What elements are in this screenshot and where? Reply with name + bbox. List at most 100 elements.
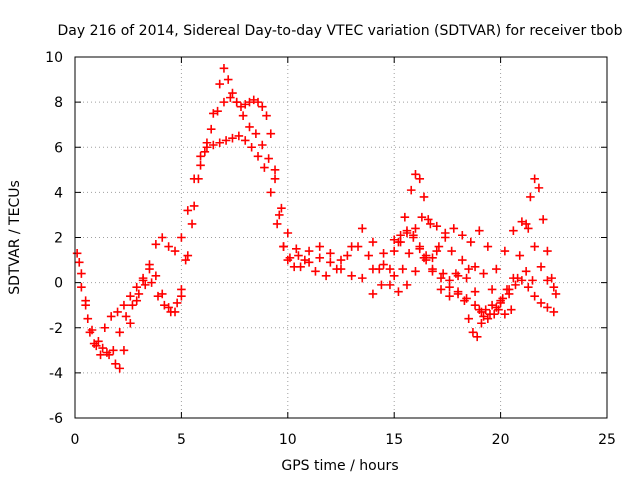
series-track-3 xyxy=(77,93,537,360)
data-point xyxy=(506,305,516,314)
data-point xyxy=(389,246,399,256)
data-point xyxy=(440,233,450,242)
data-point xyxy=(536,262,546,272)
data-point xyxy=(428,267,437,276)
data-point xyxy=(245,122,254,132)
data-point xyxy=(238,111,248,120)
data-point xyxy=(530,291,539,301)
data-point xyxy=(364,251,373,260)
data-point xyxy=(453,271,463,281)
data-point xyxy=(453,287,463,296)
data-point xyxy=(132,296,142,305)
series-track-5 xyxy=(389,228,516,342)
data-point xyxy=(187,219,197,229)
data-point xyxy=(326,248,335,258)
data-point xyxy=(402,228,412,238)
data-point xyxy=(266,129,276,139)
x-tick-label: 20 xyxy=(492,432,510,448)
data-point xyxy=(530,242,539,251)
data-point xyxy=(434,242,444,251)
data-point xyxy=(487,285,497,294)
data-point xyxy=(77,269,86,278)
data-point xyxy=(226,93,235,102)
data-point xyxy=(213,106,222,116)
data-point xyxy=(336,255,346,265)
data-point xyxy=(417,212,427,222)
data-point xyxy=(296,262,305,272)
data-point xyxy=(98,343,107,353)
data-point xyxy=(528,276,537,285)
data-point xyxy=(206,124,216,134)
data-point xyxy=(315,242,325,251)
data-point xyxy=(119,300,129,310)
data-point xyxy=(332,264,342,274)
chart-title: Day 216 of 2014, Sidereal Day-to-day VTE… xyxy=(57,23,622,39)
data-point xyxy=(232,97,242,107)
data-point xyxy=(385,280,395,290)
data-point xyxy=(119,346,129,355)
y-tick-label: 8 xyxy=(54,95,63,111)
data-point xyxy=(496,298,505,308)
y-tick-label: 4 xyxy=(54,185,63,201)
y-tick-label: -6 xyxy=(49,411,63,427)
data-point xyxy=(549,282,559,292)
data-point xyxy=(534,183,544,193)
data-point xyxy=(121,312,131,321)
data-point xyxy=(423,215,433,224)
data-point xyxy=(311,267,320,276)
series-track-1 xyxy=(72,63,559,373)
data-point xyxy=(477,318,486,328)
data-point xyxy=(521,267,531,276)
data-point xyxy=(111,359,120,369)
data-point xyxy=(215,79,225,89)
data-point xyxy=(134,289,144,299)
data-point xyxy=(138,273,148,283)
data-point xyxy=(219,97,229,107)
data-point xyxy=(445,282,454,292)
y-tick-label: 10 xyxy=(45,50,63,66)
data-point xyxy=(530,174,539,184)
data-point xyxy=(151,271,161,281)
data-point xyxy=(294,251,303,260)
x-tick-label: 15 xyxy=(385,432,403,448)
data-point xyxy=(315,253,325,263)
y-axis-label: SDTVAR / TECUs xyxy=(7,180,23,295)
data-point xyxy=(223,75,233,84)
data-point xyxy=(409,230,418,240)
data-point xyxy=(457,255,467,265)
data-point xyxy=(479,269,488,278)
data-point xyxy=(304,246,314,256)
data-point xyxy=(347,271,356,281)
data-point xyxy=(160,300,169,310)
data-point xyxy=(396,230,405,240)
data-point xyxy=(511,280,520,290)
data-point xyxy=(460,296,469,305)
data-point xyxy=(228,133,237,143)
data-point xyxy=(468,327,478,337)
data-point xyxy=(368,289,378,299)
y-tick-label: 6 xyxy=(54,140,63,156)
data-point xyxy=(394,287,403,296)
data-point xyxy=(445,276,454,285)
data-point xyxy=(432,221,442,231)
data-point xyxy=(234,131,244,141)
data-point xyxy=(396,237,405,247)
data-point xyxy=(113,307,122,317)
data-point xyxy=(426,219,435,229)
data-point xyxy=(494,305,503,314)
data-point xyxy=(492,264,501,274)
data-point xyxy=(215,138,225,148)
data-point xyxy=(402,280,412,290)
data-point xyxy=(106,312,116,321)
data-point xyxy=(115,364,124,373)
data-point xyxy=(343,251,352,260)
data-point xyxy=(228,88,237,98)
data-point xyxy=(270,165,280,175)
data-point xyxy=(428,253,437,263)
data-point xyxy=(436,285,446,294)
data-point xyxy=(489,309,499,319)
data-point xyxy=(115,327,124,337)
data-point xyxy=(126,291,135,301)
data-point xyxy=(74,258,84,267)
data-point xyxy=(100,323,110,333)
